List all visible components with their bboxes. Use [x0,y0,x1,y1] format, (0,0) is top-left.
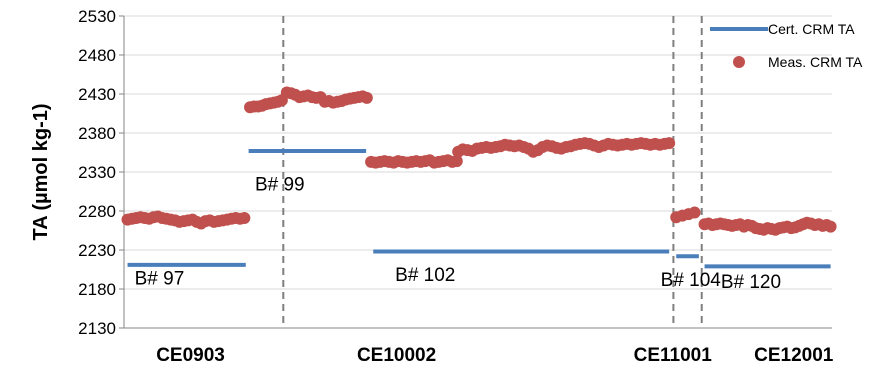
legend-circle-marker [733,56,745,68]
certified-series [127,148,831,269]
label-layer: B# 97 B# 99 B# 102 B# 104 B# 120 CE0903 CE1000… [135,175,834,366]
batch-label: B# 99 [255,175,305,196]
cruise-label: CE0903 [156,345,225,366]
measured-point [450,155,463,168]
legend-label: Meas. CRM TA [768,54,863,70]
y-tick-label: 2380 [78,124,116,143]
y-tick-label: 2530 [78,7,116,26]
measured-series [121,86,837,236]
cruise-label: CE11001 [634,345,713,366]
y-tick-label: 2230 [78,241,116,260]
y-tick-label: 2130 [78,319,116,338]
y-axis-label: TA (µmol kg-1) [30,103,52,240]
y-tick-label: 2330 [78,163,116,182]
measured-point [688,206,701,219]
measured-point [238,212,251,225]
measured-point [360,91,373,104]
y-tick-label: 2430 [78,85,116,104]
y-tick-label: 2480 [78,46,116,65]
batch-label: B# 120 [721,272,781,293]
batch-label: B# 104 [661,270,722,291]
batch-label: B# 102 [395,265,455,286]
measured-point [824,220,837,233]
legend-label: Cert. CRM TA [768,21,855,37]
y-tick-label: 2280 [78,202,116,221]
y-tick-label: 2180 [78,280,116,299]
axis-layer: 2130 2180 2230 2280 2330 2380 2430 2480 2530 [78,7,832,338]
cruise-label: CE12001 [754,345,834,366]
grid-layer [124,15,832,290]
batch-label: B# 97 [135,268,185,289]
cruise-label: CE10002 [357,345,436,366]
divider-layer [282,16,703,328]
legend: Cert. CRM TA Meas. CRM TA [710,21,863,70]
measured-point [663,137,676,150]
